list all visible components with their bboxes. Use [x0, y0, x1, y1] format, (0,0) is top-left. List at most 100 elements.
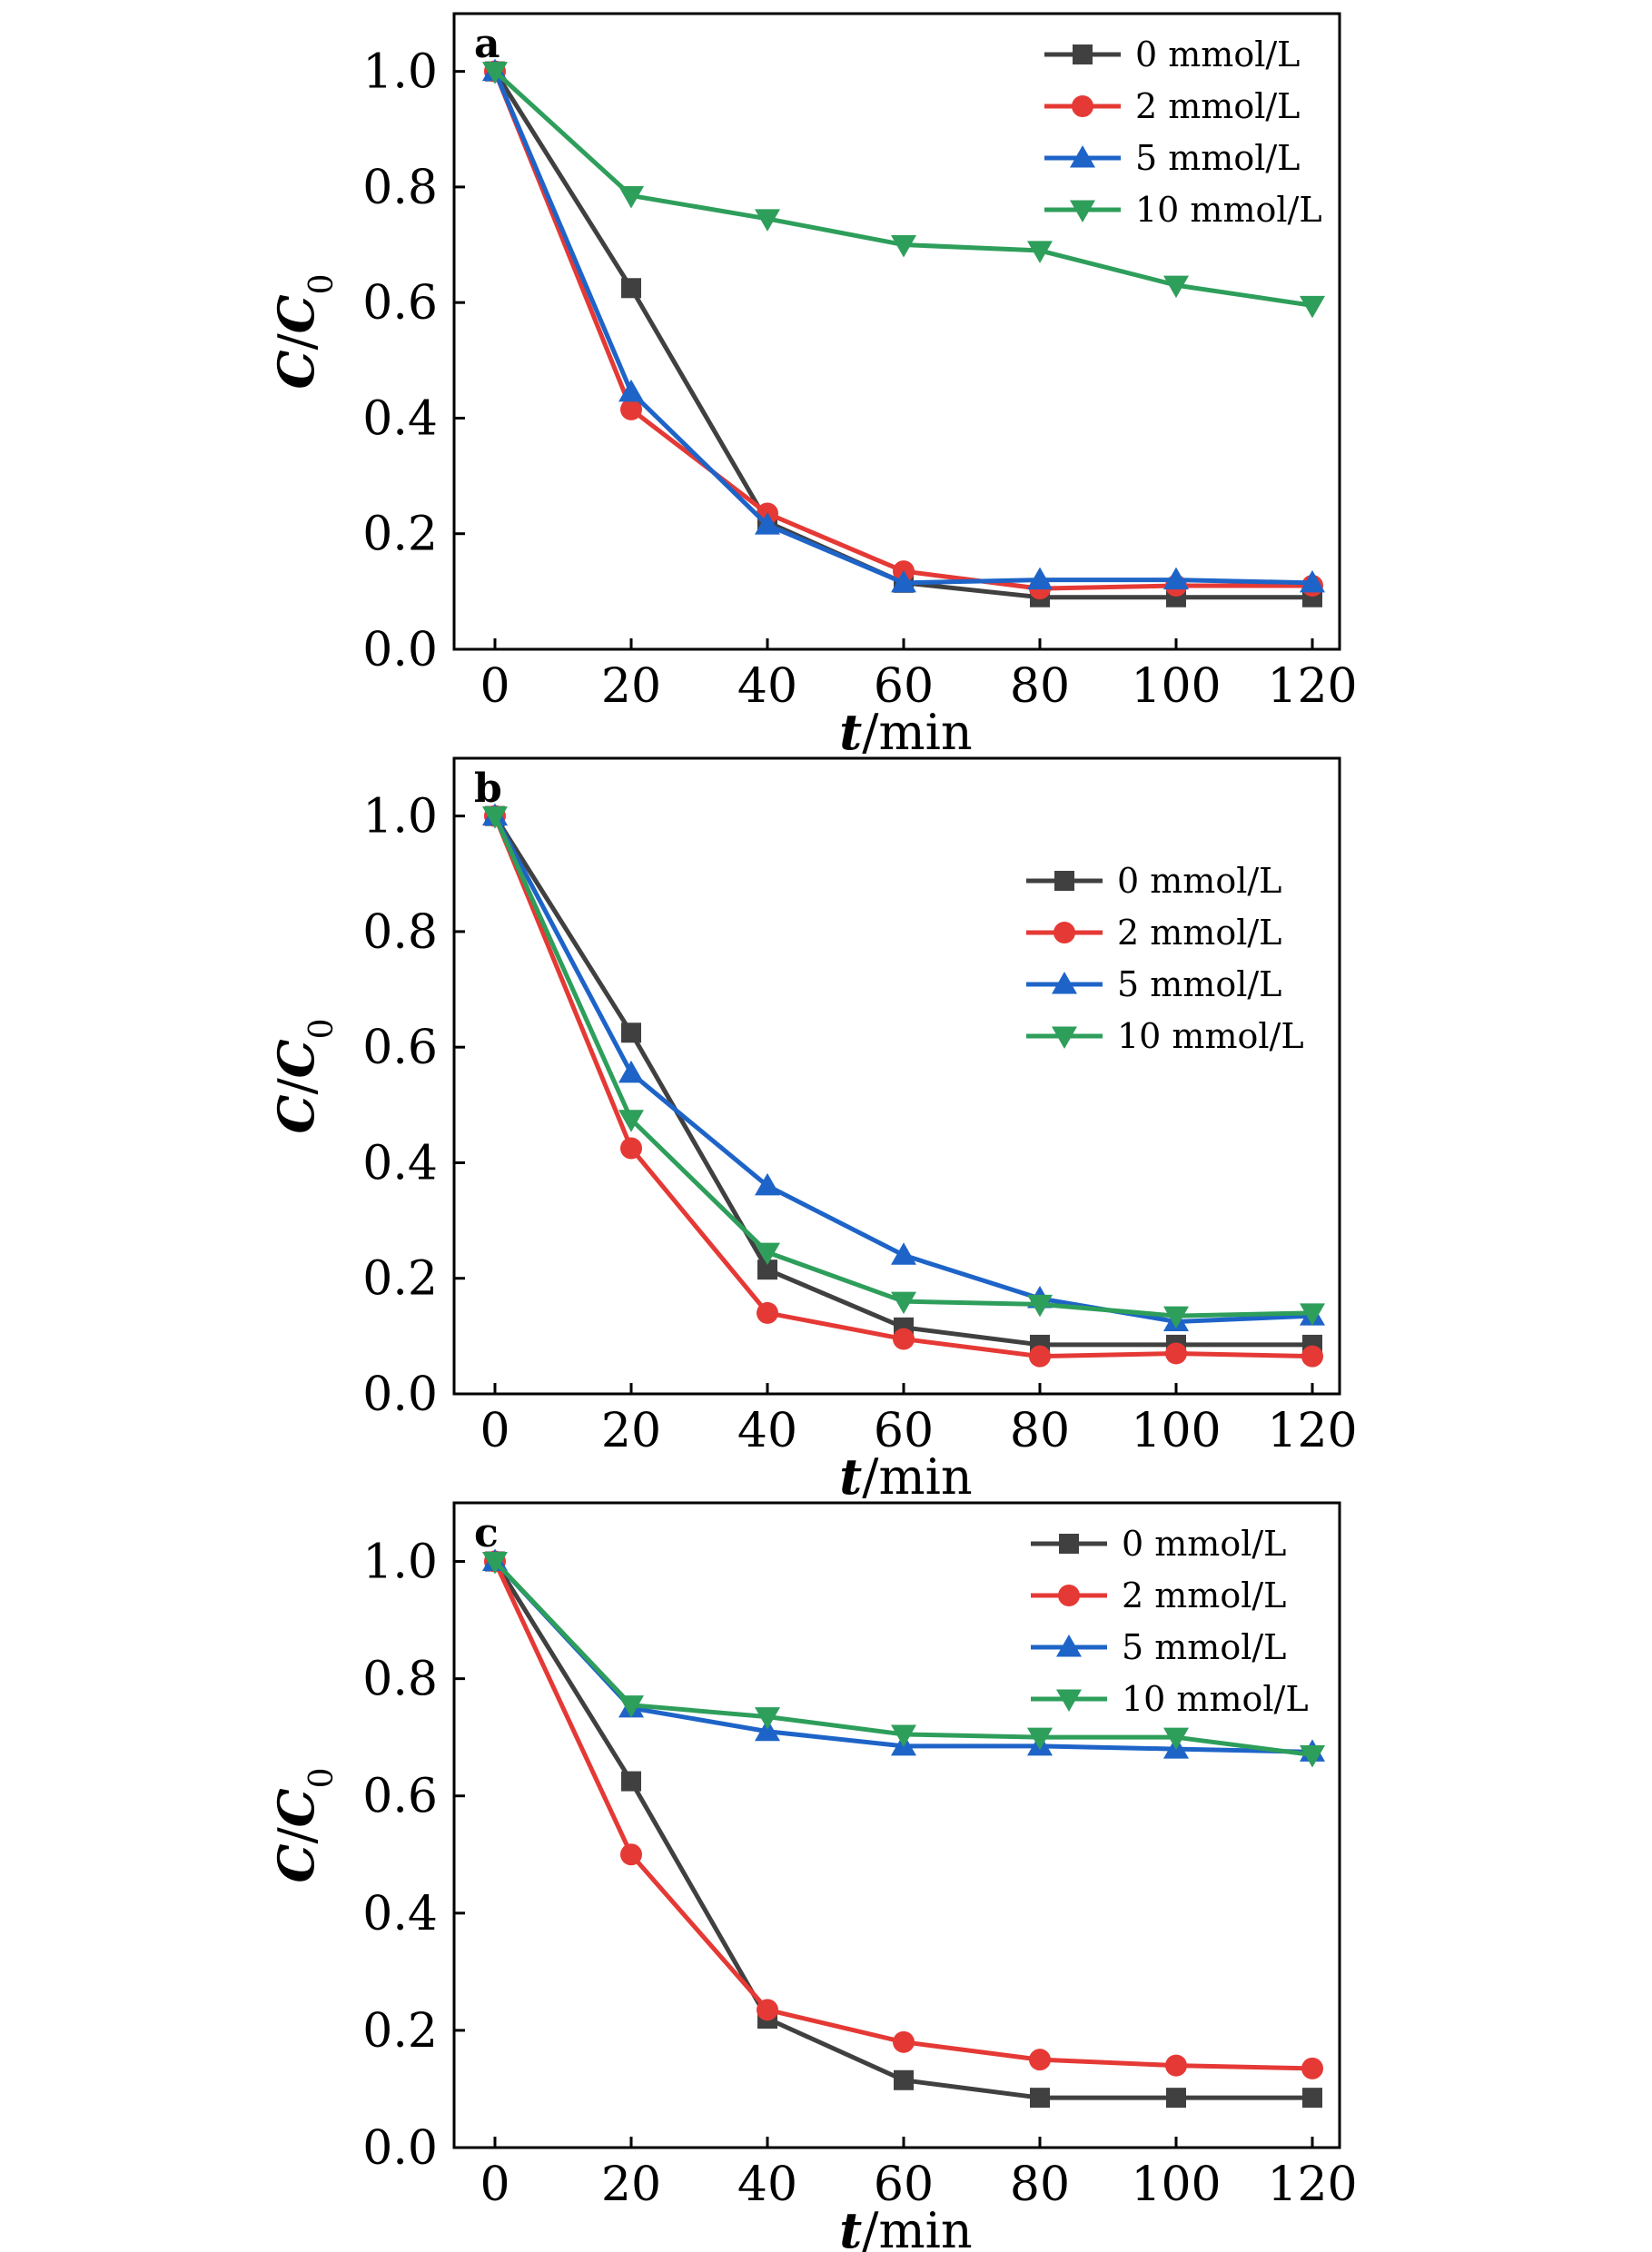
legend-marker: [1056, 1635, 1082, 1657]
legend-marker: [1058, 1585, 1080, 1606]
series-3: [482, 1552, 1325, 1768]
x-tick-label: 120: [1267, 1404, 1357, 1458]
y-tick-label: 0.8: [362, 1653, 438, 1707]
y-tick-label: 0.6: [362, 276, 438, 331]
legend-marker: [1073, 44, 1093, 64]
panel-label: a: [474, 21, 500, 67]
series-2: [482, 58, 1325, 593]
data-point: [621, 1022, 641, 1043]
x-tick-label: 0: [480, 659, 509, 714]
x-tick-label: 100: [1131, 659, 1221, 714]
y-axis-title: C/C0: [267, 273, 341, 389]
legend: 0 mmol/L 2 mmol/L 5 mmol/L 10 mmol/L: [1044, 35, 1322, 230]
data-point: [891, 569, 916, 593]
legend-label: 2 mmol/L: [1122, 1575, 1286, 1615]
data-point: [618, 379, 644, 402]
data-point: [755, 1242, 780, 1266]
plot-frame: [452, 12, 1341, 651]
x-tick-label: 0: [480, 1404, 509, 1458]
y-tick-label: 0.0: [362, 1368, 438, 1422]
data-point: [1029, 2049, 1051, 2071]
plot-frame: [452, 1501, 1341, 2149]
data-point: [1027, 567, 1053, 590]
x-axis-title: t/min: [839, 703, 972, 761]
data-point: [1165, 2054, 1187, 2077]
x-tick-label: 20: [601, 659, 661, 714]
y-tick-label: 0.4: [362, 1887, 438, 1941]
data-point: [894, 2069, 914, 2090]
data-point: [755, 512, 780, 535]
legend: 0 mmol/L 2 mmol/L 5 mmol/L 10 mmol/L: [1031, 1524, 1309, 1719]
data-point: [1163, 275, 1189, 299]
legend-label: 0 mmol/L: [1122, 1524, 1286, 1564]
x-axis-title: t/min: [839, 2201, 972, 2252]
y-axis-title: C/C0: [267, 1018, 341, 1133]
x-tick-label: 60: [874, 1404, 934, 1458]
legend-marker: [1059, 1534, 1079, 1554]
x-tick-label: 20: [601, 1404, 661, 1458]
x-tick-label: 100: [1131, 1404, 1221, 1458]
y-tick-label: 0.2: [362, 508, 438, 562]
panel-label: b: [474, 765, 502, 812]
data-point: [893, 1328, 915, 1350]
x-tick-label: 20: [601, 2158, 661, 2212]
x-tick-label: 100: [1131, 2158, 1221, 2212]
y-tick-label: 0.8: [362, 161, 438, 215]
data-point: [1166, 2088, 1186, 2109]
data-point: [1302, 2088, 1322, 2109]
x-tick-label: 40: [737, 1404, 797, 1458]
data-point: [1300, 569, 1325, 593]
legend-label: 10 mmol/L: [1122, 1679, 1309, 1719]
legend: 0 mmol/L 2 mmol/L 5 mmol/L 10 mmol/L: [1026, 861, 1304, 1056]
y-tick-label: 1.0: [362, 45, 438, 100]
data-point: [1300, 1303, 1325, 1326]
y-axis-title: C/C0: [267, 1767, 341, 1882]
data-point: [618, 1110, 644, 1132]
x-tick-label: 120: [1267, 2158, 1357, 2212]
data-point: [621, 1771, 641, 1792]
data-point: [1301, 2057, 1323, 2079]
data-point: [618, 1060, 644, 1083]
data-point: [1300, 295, 1325, 319]
legend-marker: [1052, 972, 1077, 994]
data-point: [1300, 1745, 1325, 1768]
x-tick-label: 40: [737, 2158, 797, 2212]
data-point: [1165, 1342, 1187, 1365]
data-point: [620, 1843, 642, 1866]
legend-label: 0 mmol/L: [1117, 861, 1281, 901]
plot-frame: [452, 756, 1341, 1396]
data-point: [1029, 1345, 1051, 1368]
data-point: [482, 1552, 508, 1575]
data-point: [891, 1724, 916, 1747]
y-tick-label: 1.0: [362, 790, 438, 844]
legend-marker: [1054, 922, 1075, 943]
legend-label: 0 mmol/L: [1135, 35, 1300, 74]
legend-marker: [1070, 145, 1095, 168]
series-3: [482, 806, 1325, 1329]
x-tick-label: 40: [737, 659, 797, 714]
x-tick-label: 60: [874, 659, 934, 714]
data-point: [1163, 1727, 1189, 1751]
y-tick-label: 0.0: [362, 623, 438, 677]
legend-label: 2 mmol/L: [1135, 86, 1300, 126]
data-point: [618, 1695, 644, 1718]
x-tick-label: 80: [1010, 1404, 1070, 1458]
data-point: [757, 1301, 778, 1324]
y-tick-label: 0.4: [362, 391, 438, 446]
legend-marker: [1072, 95, 1093, 117]
data-point: [755, 209, 780, 232]
legend-label: 10 mmol/L: [1135, 190, 1322, 230]
legend-label: 5 mmol/L: [1122, 1627, 1286, 1667]
series-3: [482, 62, 1325, 319]
data-point: [1027, 1727, 1053, 1751]
data-point: [1163, 1306, 1189, 1329]
legend-marker: [1056, 1689, 1082, 1712]
y-tick-label: 0.4: [362, 1136, 438, 1190]
data-point: [757, 1999, 778, 2021]
x-tick-label: 60: [874, 2158, 934, 2212]
data-point: [1027, 1294, 1053, 1318]
data-point: [482, 62, 508, 84]
y-tick-label: 0.6: [362, 1021, 438, 1075]
data-point: [1301, 1345, 1323, 1368]
